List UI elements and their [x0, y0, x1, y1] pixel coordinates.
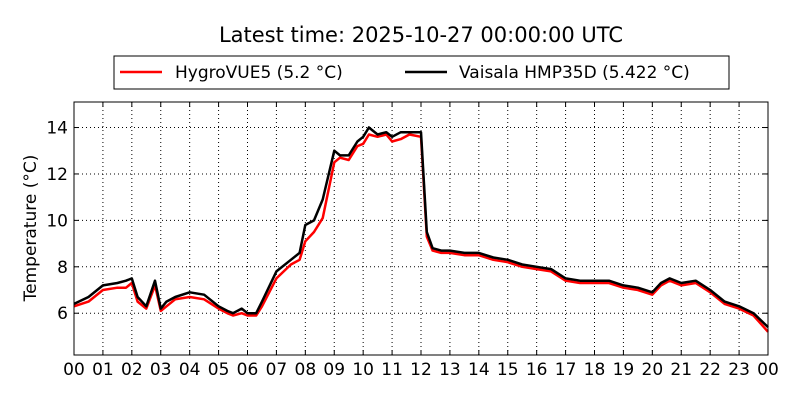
x-tick-label: 09 — [323, 360, 345, 380]
x-tick-label: 07 — [266, 360, 288, 380]
chart-title: Latest time: 2025-10-27 00:00:00 UTC — [219, 23, 623, 47]
x-tick-label: 22 — [699, 360, 721, 380]
y-tick-label: 10 — [46, 211, 68, 231]
legend-label-vaisala: Vaisala HMP35D (5.422 °C) — [459, 63, 690, 83]
x-tick-label: 05 — [208, 360, 230, 380]
x-tick-label: 18 — [584, 360, 606, 380]
x-tick-label: 15 — [497, 360, 519, 380]
x-tick-label: 00 — [757, 360, 779, 380]
x-tick-label: 06 — [237, 360, 259, 380]
legend: HygroVUE5 (5.2 °C) Vaisala HMP35D (5.422… — [113, 55, 730, 90]
x-tick-label: 19 — [613, 360, 635, 380]
x-tick-label: 02 — [121, 360, 143, 380]
y-tick-label: 8 — [57, 258, 68, 278]
x-tick-label: 23 — [728, 360, 750, 380]
x-tick-label: 00 — [63, 360, 85, 380]
y-tick-label: 12 — [46, 165, 68, 185]
axis-ticks: 00 01 02 03 04 05 06 07 08 09 10 11 12 13 14 15 16 17 18 19… — [46, 102, 779, 380]
x-tick-label: 01 — [92, 360, 114, 380]
x-tick-label: 16 — [526, 360, 548, 380]
series-lines — [73, 126, 769, 333]
y-tick-label: 14 — [46, 119, 68, 139]
vaisala-line — [73, 126, 769, 329]
hygrovue5-line — [73, 133, 769, 333]
x-tick-label: 14 — [468, 360, 490, 380]
x-tick-label: 10 — [352, 360, 374, 380]
x-tick-label: 17 — [555, 360, 577, 380]
y-axis-label: Temperature (°C) — [21, 155, 41, 303]
x-tick-label: 03 — [150, 360, 172, 380]
x-tick-label: 20 — [642, 360, 664, 380]
x-tick-label: 13 — [439, 360, 461, 380]
x-tick-label: 12 — [410, 360, 432, 380]
x-tick-label: 21 — [670, 360, 692, 380]
x-tick-label: 11 — [381, 360, 403, 380]
y-tick-label: 6 — [57, 304, 68, 324]
legend-label-hygrovue5: HygroVUE5 (5.2 °C) — [175, 63, 343, 83]
x-tick-label: 08 — [295, 360, 317, 380]
x-tick-label: 04 — [179, 360, 201, 380]
